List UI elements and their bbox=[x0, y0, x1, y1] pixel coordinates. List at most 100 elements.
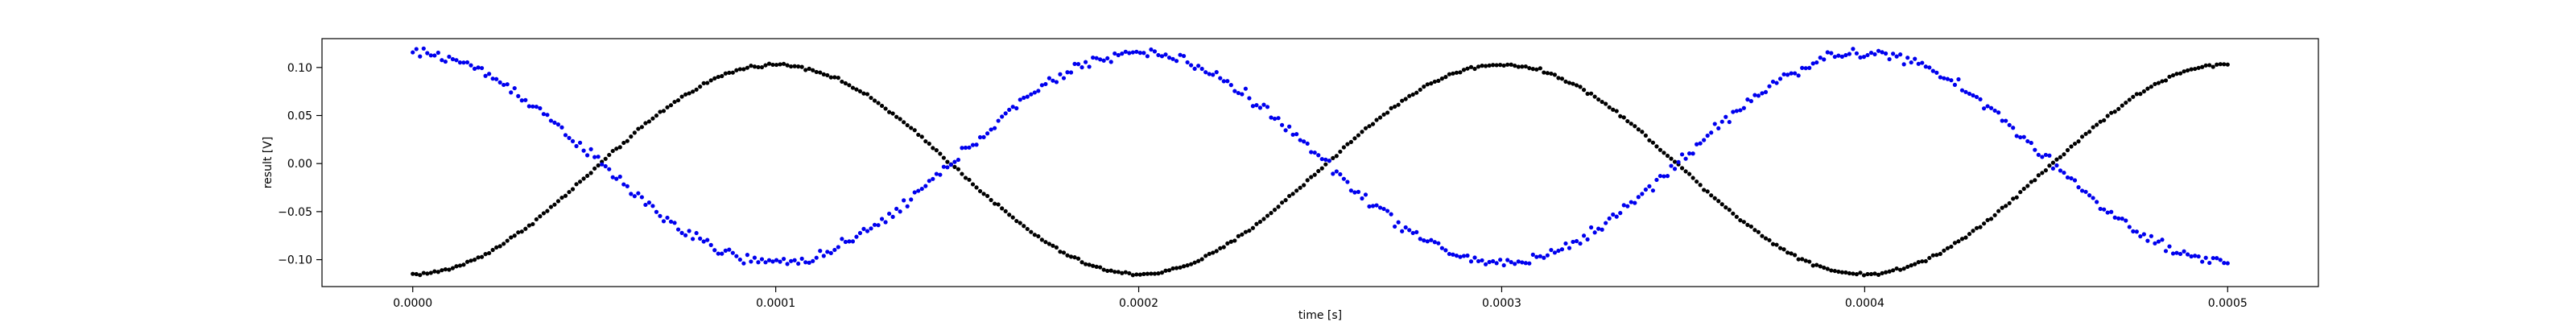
data-point bbox=[2203, 63, 2208, 68]
data-point bbox=[1374, 118, 1379, 122]
data-point bbox=[425, 271, 430, 276]
data-point bbox=[1949, 78, 1954, 83]
data-point bbox=[1923, 64, 1928, 69]
data-point bbox=[1727, 119, 1732, 125]
data-point bbox=[1530, 252, 1535, 257]
data-point bbox=[832, 247, 837, 253]
data-point bbox=[1487, 63, 1492, 68]
data-point bbox=[763, 63, 768, 68]
data-point bbox=[1698, 183, 1703, 188]
data-point bbox=[1134, 272, 1139, 277]
data-point bbox=[737, 257, 742, 262]
data-point bbox=[1509, 260, 1513, 265]
data-point bbox=[1868, 50, 1874, 56]
data-point bbox=[865, 229, 870, 233]
data-point bbox=[592, 166, 597, 171]
data-point bbox=[1633, 124, 1637, 129]
data-point bbox=[1352, 190, 1357, 195]
data-point bbox=[636, 191, 641, 196]
data-point bbox=[1149, 47, 1154, 52]
x-tick-label: 0.0000 bbox=[393, 297, 432, 310]
data-point bbox=[1145, 271, 1150, 276]
data-point bbox=[1243, 229, 1248, 234]
data-point bbox=[574, 143, 579, 149]
data-point bbox=[585, 173, 590, 178]
data-point bbox=[1025, 226, 1030, 232]
data-point bbox=[1319, 166, 1324, 171]
data-point bbox=[785, 63, 790, 68]
data-point bbox=[1614, 214, 1619, 219]
data-point bbox=[919, 186, 924, 192]
data-point bbox=[1327, 159, 1331, 163]
data-point bbox=[1738, 218, 1743, 223]
data-point bbox=[2218, 258, 2223, 262]
data-point bbox=[1505, 62, 1510, 67]
data-point bbox=[1927, 255, 1932, 261]
y-axis-label: result [V] bbox=[262, 137, 275, 189]
data-point bbox=[1149, 271, 1154, 276]
data-point bbox=[1913, 56, 1918, 61]
data-point bbox=[687, 229, 691, 233]
data-point bbox=[1389, 212, 1393, 217]
data-point bbox=[1734, 214, 1739, 219]
data-point bbox=[1549, 247, 1554, 253]
data-point bbox=[850, 85, 856, 90]
data-point bbox=[1513, 64, 1517, 68]
data-point bbox=[555, 199, 561, 204]
data-point bbox=[1654, 144, 1659, 149]
data-point bbox=[803, 260, 808, 265]
data-point bbox=[1996, 110, 2001, 115]
data-point bbox=[1592, 94, 1597, 99]
data-point bbox=[821, 72, 826, 76]
data-point bbox=[541, 112, 546, 117]
data-point bbox=[483, 252, 488, 257]
data-point bbox=[2141, 89, 2146, 94]
data-point bbox=[2004, 204, 2008, 208]
data-point bbox=[1745, 222, 1750, 227]
data-point bbox=[730, 250, 735, 255]
data-point bbox=[1898, 52, 1903, 57]
data-point bbox=[2054, 157, 2059, 162]
data-point bbox=[1625, 204, 1630, 208]
data-point bbox=[694, 230, 699, 236]
data-point bbox=[691, 237, 696, 242]
data-point bbox=[512, 85, 517, 91]
data-point bbox=[1363, 192, 1368, 197]
data-point bbox=[836, 76, 840, 80]
data-point bbox=[1170, 56, 1175, 61]
data-point bbox=[1865, 52, 1870, 58]
data-point bbox=[629, 192, 634, 196]
data-point bbox=[2211, 64, 2215, 69]
data-point bbox=[538, 214, 543, 219]
data-point bbox=[552, 120, 557, 125]
data-point bbox=[741, 261, 746, 266]
data-point bbox=[1061, 250, 1067, 255]
data-point bbox=[1509, 62, 1513, 67]
data-point bbox=[661, 109, 667, 114]
data-point bbox=[1000, 114, 1005, 119]
data-point bbox=[1393, 104, 1397, 109]
data-point bbox=[1334, 169, 1339, 174]
data-point bbox=[548, 204, 554, 209]
data-point bbox=[766, 258, 772, 262]
data-point bbox=[541, 211, 546, 216]
data-point bbox=[2018, 189, 2023, 195]
data-point bbox=[1913, 262, 1918, 266]
data-point bbox=[581, 148, 586, 153]
data-point bbox=[1669, 156, 1674, 161]
data-point bbox=[1054, 80, 1059, 85]
data-point bbox=[494, 245, 499, 250]
data-point bbox=[1305, 178, 1310, 183]
data-point bbox=[443, 59, 448, 64]
data-point bbox=[483, 73, 488, 78]
data-point bbox=[1803, 258, 1808, 263]
data-point bbox=[941, 164, 946, 169]
data-point bbox=[592, 155, 597, 159]
data-point bbox=[654, 113, 659, 118]
data-point bbox=[461, 60, 466, 65]
data-point bbox=[1695, 179, 1699, 184]
data-point bbox=[1574, 83, 1579, 88]
data-point bbox=[1559, 76, 1565, 81]
data-point bbox=[552, 202, 557, 207]
data-point bbox=[1091, 263, 1096, 268]
